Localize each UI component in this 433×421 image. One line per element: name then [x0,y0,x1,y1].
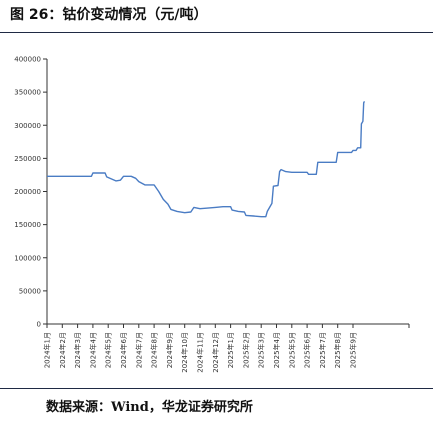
top-rule [0,32,433,33]
x-tick-label: 2024年10月 [180,332,189,373]
x-tick-label: 2024年5月 [104,332,113,368]
x-tick-label: 2025年7月 [318,332,327,368]
y-tick-label: 250000 [14,155,41,163]
figure-header: 图 26：钴价变动情况（元/吨） [0,0,433,30]
y-tick-label: 350000 [14,89,41,97]
y-tick-label: 200000 [14,188,41,196]
x-tick-label: 2024年12月 [211,332,220,373]
y-tick-label: 0 [37,321,41,329]
x-tick-label: 2025年3月 [257,332,266,368]
x-tick-label: 2024年4月 [88,332,97,368]
y-tick-label: 300000 [14,122,41,130]
cobalt-price-series-line [47,101,366,218]
x-tick-label: 2025年5月 [287,332,296,368]
y-tick-label: 50000 [19,287,41,295]
y-tick-label: 150000 [14,221,41,229]
bottom-rule [0,388,433,389]
x-tick-label: 2024年1月 [43,332,52,368]
x-tick-label: 2024年7月 [134,332,143,368]
x-tick-label: 2025年1月 [226,332,235,368]
x-tick-label: 2025年4月 [272,332,281,368]
x-tick-label: 2024年8月 [150,332,159,368]
x-tick-label: 2024年6月 [119,332,128,368]
x-tick-label: 2025年8月 [333,332,342,368]
x-tick-label: 2025年9月 [349,332,358,368]
x-tick-label: 2024年2月 [58,332,67,368]
y-tick-label: 400000 [14,56,41,64]
figure-title: 图 26：钴价变动情况（元/吨） [10,7,208,23]
cobalt-price-line-chart: 0 50000 100000 150000 200000 250000 300000 3500… [14,56,410,373]
y-tick-label: 100000 [14,254,41,262]
chart-area: 0 50000 100000 150000 200000 250000 300000 3500… [0,36,433,386]
x-tick-label: 2025年2月 [241,332,250,368]
x-tick-label: 2025年6月 [303,332,312,368]
x-tick-label: 2024年3月 [73,332,82,368]
x-tick-label: 2024年11月 [196,332,205,373]
x-tick-label: 2024年9月 [165,332,174,368]
data-source-note: 数据来源：Wind，华龙证券研究所 [46,400,253,415]
